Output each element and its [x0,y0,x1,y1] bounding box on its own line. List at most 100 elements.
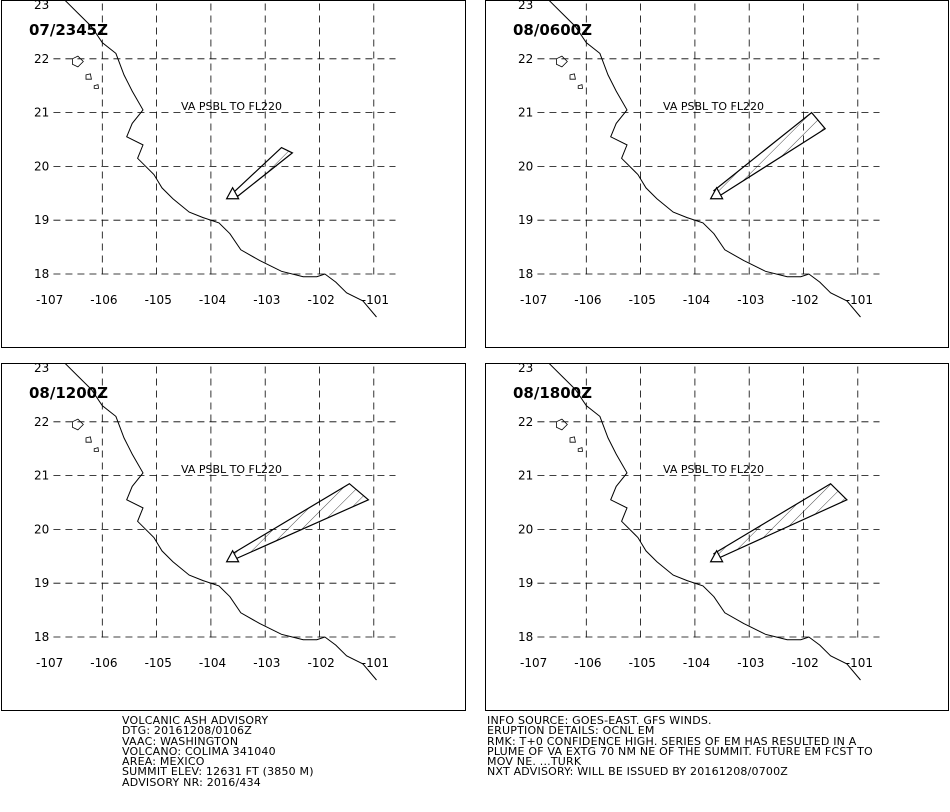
longitude-label: -105 [145,293,172,307]
map-svg: -107 -106 -105 -104 -103 -102 -101 18 19 20 21 22 23… [1,363,466,711]
coast-line [63,0,377,318]
advisory-line: DTG: 20161208/0106Z [122,724,252,738]
advisory-line: RMK: T+0 CONFIDENCE HIGH. SERIES OF EM H… [487,734,857,748]
latitude-label: 21 [518,469,533,483]
latitude-label: 23 [34,0,49,12]
advisory-line: PLUME OF VA EXTG 70 NM NE OF THE SUMMIT.… [487,744,873,758]
advisory-line: INFO SOURCE: GOES-EAST. GFS WINDS. [487,714,712,727]
longitude-label: -106 [574,293,601,307]
advisory-details: INFO SOURCE: GOES-EAST. GFS WINDS. ERUPT… [487,714,873,779]
latitude-label: 22 [518,52,533,66]
volcano-marker [709,186,724,200]
longitude-label: -105 [629,293,656,307]
coordinate-labels: -107 -106 -105 -104 -103 -102 -101 18 19 20 21 22 23 [518,363,873,670]
latitude-label: 18 [518,630,533,644]
latitude-label: 19 [34,576,49,590]
va-annotation: VA PSBL TO FL220 [181,100,282,113]
longitude-label: -107 [36,656,63,670]
coastline [547,363,861,681]
longitude-label: -105 [145,656,172,670]
map-svg: -107 -106 -105 -104 -103 -102 -101 18 19 20 21 22 23… [485,363,949,711]
longitude-label: -106 [90,656,117,670]
va-annotation: VA PSBL TO FL220 [663,100,764,113]
longitude-label: -103 [253,656,280,670]
island-outline [556,418,568,431]
advisory-header: VOLCANIC ASH ADVISORY DTG: 20161208/0106… [122,714,314,789]
forecast-panel-1: -107 -106 -105 -104 -103 -102 -101 18 19 20 21 22 23… [1,0,466,348]
island-outline [569,436,576,443]
volcano-marker [225,549,240,563]
advisory-line: VAAC: WASHINGTON [122,734,239,748]
island-outline [556,55,568,68]
longitude-label: -104 [199,656,226,670]
coordinate-labels: -107 -106 -105 -104 -103 -102 -101 18 19 20 21 22 23 [34,363,389,670]
advisory-line: VOLCANIC ASH ADVISORY [122,714,269,727]
latitude-label: 18 [34,630,49,644]
forecast-panel-4: -107 -106 -105 -104 -103 -102 -101 18 19 20 21 22 23… [485,363,950,711]
latitude-label: 21 [34,469,49,483]
latitude-label: 22 [34,415,49,429]
latitude-label: 21 [34,106,49,120]
time-label: 08/0600Z [513,21,592,39]
longitude-label: -102 [308,293,335,307]
graticule [537,363,880,643]
map-svg: -107 -106 -105 -104 -103 -102 -101 18 19 20 21 22 23… [1,0,466,348]
latitude-label: 20 [518,159,533,173]
longitude-label: -105 [629,656,656,670]
longitude-label: -101 [846,656,873,670]
volcano-marker [225,186,240,200]
coastline [63,363,377,681]
coastline [547,0,861,318]
volcano-triangle [225,549,240,563]
latitude-label: 22 [34,52,49,66]
coast-line [63,363,377,681]
latitude-label: 20 [518,522,533,536]
island-outline [93,84,99,89]
longitude-label: -104 [683,293,710,307]
longitude-label: -101 [362,293,389,307]
longitude-label: -101 [846,293,873,307]
advisory-line: VOLCANO: COLIMA 341040 [122,744,276,758]
volcano-triangle [709,186,724,200]
latitude-label: 23 [34,363,49,375]
time-label: 07/2345Z [29,21,108,39]
longitude-label: -103 [737,293,764,307]
advisory-line: NXT ADVISORY: WILL BE ISSUED BY 20161208… [487,765,789,779]
longitude-label: -104 [199,293,226,307]
volcano-triangle [225,186,240,200]
advisory-line: SUMMIT ELEV: 12631 FT (3850 M) [122,765,314,779]
coast-line [547,0,861,318]
coastline [63,0,377,318]
volcano-marker [709,549,724,563]
latitude-label: 18 [518,267,533,281]
latitude-label: 18 [34,267,49,281]
map-svg: -107 -106 -105 -104 -103 -102 -101 18 19 20 21 22 23… [485,0,949,348]
longitude-label: -106 [90,293,117,307]
coast-line [547,363,861,681]
va-annotation: VA PSBL TO FL220 [663,463,764,476]
island-outline [72,418,84,431]
advisory-line: AREA: MEXICO [122,755,205,769]
island-outline [577,447,583,452]
time-label: 08/1200Z [29,384,108,402]
island-outline [569,73,576,80]
latitude-label: 22 [518,415,533,429]
island-outline [577,84,583,89]
longitude-label: -102 [792,656,819,670]
latitude-label: 20 [34,522,49,536]
forecast-panel-3: -107 -106 -105 -104 -103 -102 -101 18 19 20 21 22 23… [1,363,466,711]
longitude-label: -107 [520,293,547,307]
panel-frame [485,0,949,348]
latitude-label: 19 [518,213,533,227]
panel-frame [1,0,466,348]
advisory-line: ADVISORY NR: 2016/434 [122,775,261,789]
longitude-label: -106 [574,656,601,670]
graticule [53,363,396,643]
time-label: 08/1800Z [513,384,592,402]
latitude-label: 19 [518,576,533,590]
longitude-label: -104 [683,656,710,670]
latitude-label: 19 [34,213,49,227]
longitude-label: -102 [792,293,819,307]
va-annotation: VA PSBL TO FL220 [181,463,282,476]
graticule [537,0,880,280]
